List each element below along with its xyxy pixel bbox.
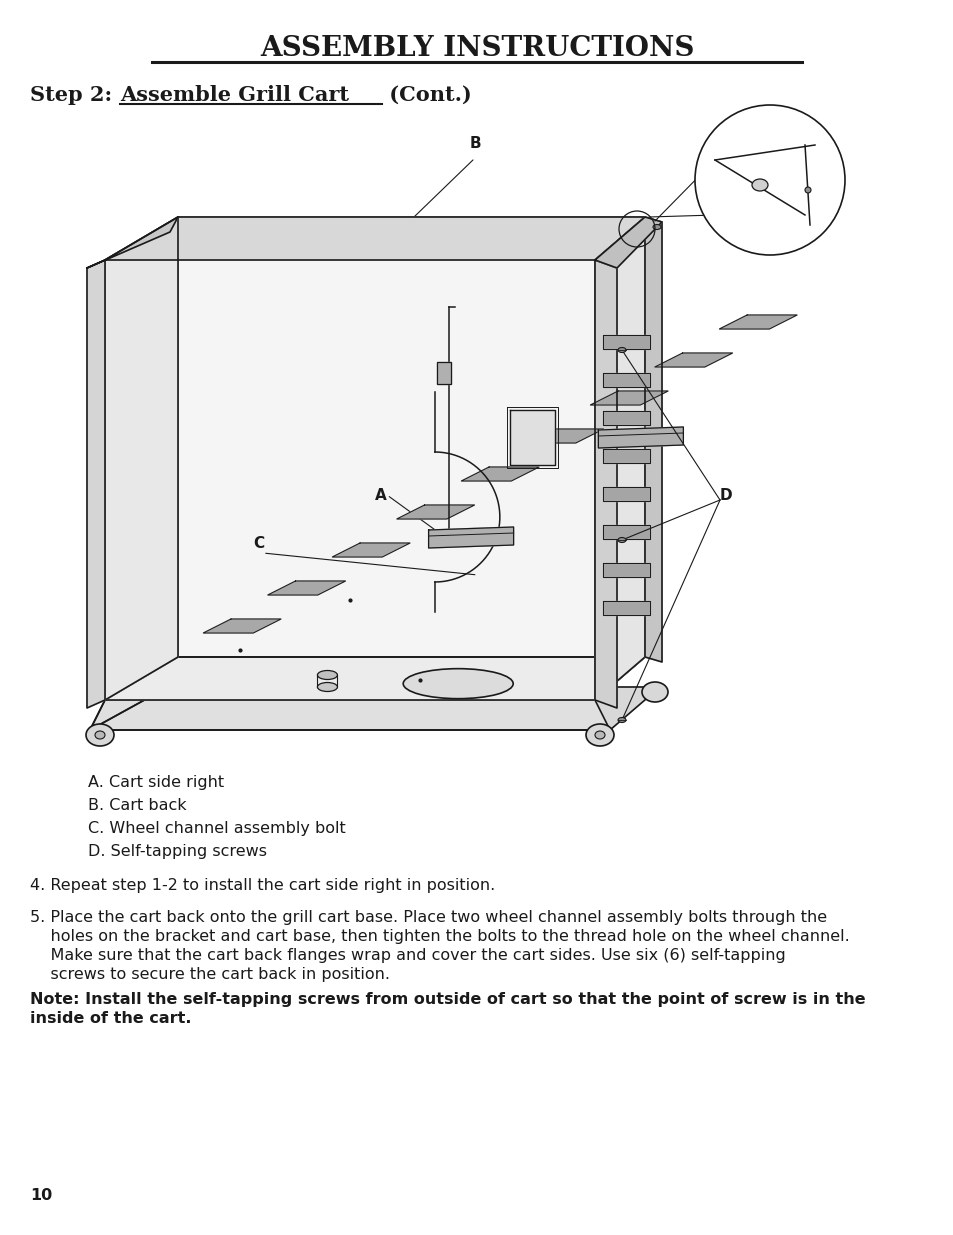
Ellipse shape	[317, 683, 337, 692]
Ellipse shape	[618, 537, 625, 542]
Polygon shape	[510, 410, 555, 466]
Polygon shape	[332, 543, 410, 557]
Text: B: B	[469, 136, 480, 151]
Text: ASSEMBLY INSTRUCTIONS: ASSEMBLY INSTRUCTIONS	[259, 35, 694, 62]
Polygon shape	[105, 217, 178, 700]
Polygon shape	[90, 657, 168, 730]
Polygon shape	[87, 261, 105, 708]
Text: 5. Place the cart back onto the grill cart base. Place two wheel channel assembl: 5. Place the cart back onto the grill ca…	[30, 910, 826, 925]
Circle shape	[695, 105, 844, 254]
Ellipse shape	[618, 718, 625, 722]
Polygon shape	[203, 619, 281, 634]
Polygon shape	[525, 429, 603, 443]
Ellipse shape	[618, 347, 625, 352]
Polygon shape	[595, 261, 617, 708]
Polygon shape	[602, 450, 649, 463]
Text: Step 2:: Step 2:	[30, 85, 119, 105]
Polygon shape	[644, 217, 661, 662]
Ellipse shape	[403, 668, 513, 699]
Polygon shape	[719, 315, 797, 329]
Text: Assemble Grill Cart: Assemble Grill Cart	[120, 85, 349, 105]
Text: C: C	[253, 536, 264, 551]
Polygon shape	[602, 487, 649, 501]
Ellipse shape	[317, 671, 337, 679]
Text: 4. Repeat step 1-2 to install the cart side right in position.: 4. Repeat step 1-2 to install the cart s…	[30, 878, 495, 893]
Text: screws to secure the cart back in position.: screws to secure the cart back in positi…	[30, 967, 390, 982]
Polygon shape	[602, 525, 649, 538]
Ellipse shape	[804, 186, 810, 193]
Ellipse shape	[652, 225, 660, 230]
Polygon shape	[428, 527, 513, 548]
Text: 10: 10	[30, 1188, 52, 1203]
Ellipse shape	[751, 179, 767, 191]
Polygon shape	[602, 335, 649, 350]
Polygon shape	[598, 427, 682, 448]
Text: B. Cart back: B. Cart back	[88, 798, 187, 813]
Bar	[436, 362, 451, 384]
Text: Note: Install the self-tapping screws from outside of cart so that the point of : Note: Install the self-tapping screws fr…	[30, 992, 864, 1007]
Polygon shape	[105, 657, 644, 700]
Polygon shape	[602, 373, 649, 387]
Text: inside of the cart.: inside of the cart.	[30, 1011, 192, 1026]
Ellipse shape	[641, 682, 667, 701]
Text: A: A	[375, 488, 386, 503]
Polygon shape	[87, 217, 178, 268]
Polygon shape	[396, 505, 474, 519]
Polygon shape	[461, 467, 538, 480]
Text: (Cont.): (Cont.)	[381, 85, 471, 105]
Polygon shape	[90, 700, 609, 730]
Polygon shape	[595, 217, 661, 268]
Text: Make sure that the cart back flanges wrap and cover the cart sides. Use six (6) : Make sure that the cart back flanges wra…	[30, 948, 785, 963]
Polygon shape	[602, 601, 649, 615]
Text: D: D	[720, 488, 732, 503]
Text: holes on the bracket and cart base, then tighten the bolts to the thread hole on: holes on the bracket and cart base, then…	[30, 929, 849, 944]
Ellipse shape	[86, 724, 113, 746]
Polygon shape	[654, 353, 732, 367]
Ellipse shape	[95, 731, 105, 739]
Bar	[436, 362, 451, 384]
Ellipse shape	[595, 731, 604, 739]
Polygon shape	[178, 217, 644, 657]
Ellipse shape	[585, 724, 614, 746]
Text: A. Cart side right: A. Cart side right	[88, 776, 224, 790]
Polygon shape	[602, 411, 649, 425]
Polygon shape	[268, 580, 345, 595]
Polygon shape	[602, 563, 649, 577]
Text: D. Self-tapping screws: D. Self-tapping screws	[88, 844, 267, 860]
Polygon shape	[105, 217, 644, 261]
Polygon shape	[595, 217, 644, 700]
Text: C. Wheel channel assembly bolt: C. Wheel channel assembly bolt	[88, 821, 345, 836]
Polygon shape	[590, 391, 667, 405]
Polygon shape	[90, 687, 659, 730]
